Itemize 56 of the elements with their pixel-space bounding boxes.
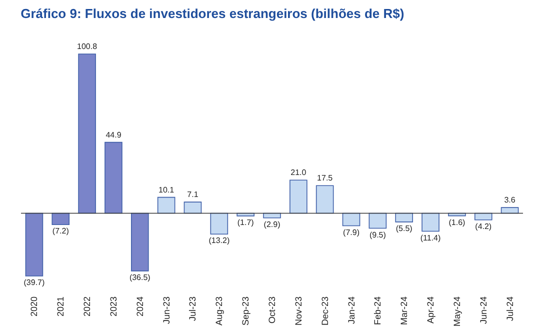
x-tick-label: Jan-24 [346, 296, 356, 324]
data-label: 21.0 [290, 168, 307, 178]
bar [25, 212, 44, 276]
x-tick-label: Jul-24 [504, 296, 515, 322]
x-tick-label: Oct-23 [267, 296, 277, 324]
x-tick-label: 2020 [29, 296, 40, 317]
data-label: (4.2) [475, 222, 492, 231]
bar [342, 212, 360, 226]
data-label: (7.2) [52, 226, 70, 236]
data-label: (5.5) [396, 224, 413, 233]
x-tick-label: Nov-23 [293, 296, 304, 326]
data-label: 3.6 [504, 196, 516, 205]
chart-title: Gráfico 9: Fluxos de investidores estrangeiros (bilhões de R$) [20, 6, 404, 21]
bar [104, 142, 122, 214]
x-tick-label: Apr-24 [426, 296, 436, 324]
x-tick-label: May-24 [452, 296, 462, 327]
x-tick-label: Sep-23 [240, 296, 251, 326]
data-label: (36.5) [129, 272, 151, 282]
bar [422, 212, 440, 232]
bar [184, 202, 202, 214]
data-label: 7.1 [187, 190, 199, 200]
x-tick-label: 2024 [134, 296, 145, 317]
bar [290, 180, 308, 214]
data-label: 100.8 [77, 42, 98, 51]
data-label: (9.5) [369, 230, 386, 240]
x-tick-label: Jul-23 [188, 296, 198, 322]
bar [368, 212, 387, 229]
data-label: (7.9) [343, 228, 360, 237]
x-tick-label: Dec-23 [320, 296, 330, 326]
x-tick-label: Jun-24 [478, 296, 488, 324]
bar [500, 207, 519, 214]
x-tick-label: Aug-23 [214, 296, 224, 326]
x-tick-label: Jun-23 [161, 296, 172, 324]
bar [263, 212, 281, 218]
data-label: (39.7) [24, 278, 45, 287]
x-tick-label: 2023 [108, 296, 118, 317]
bar [395, 212, 414, 222]
data-label: (13.2) [208, 236, 230, 246]
data-label: 10.1 [158, 185, 175, 194]
x-tick-label: Mar-24 [399, 296, 410, 326]
data-label: (11.4) [420, 233, 442, 242]
data-label: 44.9 [106, 130, 122, 140]
bar [474, 212, 492, 220]
bar [78, 54, 96, 214]
data-label: (1.7) [237, 218, 254, 227]
bar [130, 212, 149, 272]
x-tick-label: Feb-24 [372, 296, 383, 326]
x-tick-label: 2022 [82, 296, 92, 317]
bar [316, 185, 334, 214]
bar [157, 196, 176, 214]
data-label: (1.6) [448, 218, 466, 227]
bar [52, 212, 70, 226]
bar [210, 212, 228, 235]
x-tick-label: 2021 [56, 296, 66, 317]
data-label: 17.5 [317, 174, 334, 183]
data-label: (2.9) [264, 220, 281, 229]
